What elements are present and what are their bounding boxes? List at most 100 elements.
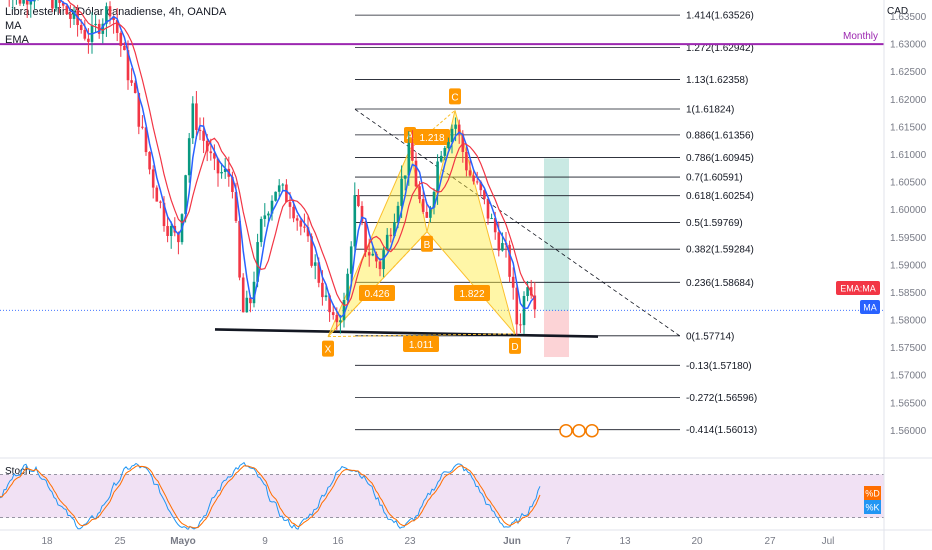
fib-level-label: 0.7(1.60591) — [686, 173, 743, 184]
candle-body — [130, 80, 133, 83]
candle-body — [112, 16, 115, 21]
candle-body — [123, 45, 126, 51]
candle-body — [101, 23, 105, 34]
candle-body — [522, 295, 526, 326]
candle-body — [450, 128, 454, 143]
fib-level-label: 1.414(1.63526) — [686, 11, 754, 22]
time-tick-label: 18 — [41, 536, 53, 547]
ma-indicator-label[interactable]: MA — [5, 20, 22, 32]
candle-body — [87, 38, 90, 42]
time-tick-label: 7 — [565, 536, 571, 547]
stoch-label: Stoch — [5, 466, 31, 477]
ema-indicator-label[interactable]: EMA — [5, 34, 29, 46]
candle-body — [299, 220, 303, 227]
price-tick-label: 1.59000 — [890, 260, 927, 271]
candle-body — [331, 312, 335, 316]
candle-body — [349, 246, 353, 274]
pattern-point-label: X — [325, 345, 332, 356]
price-tick-label: 1.61500 — [890, 122, 927, 133]
candle-body — [119, 32, 123, 46]
candle-body — [141, 126, 144, 128]
candle-body — [353, 195, 357, 247]
fib-level-label: 1.272(1.62942) — [686, 43, 754, 54]
candle-body — [414, 160, 418, 187]
currency-label: CAD — [887, 6, 908, 17]
candle-body — [375, 253, 378, 262]
candle-body — [508, 244, 511, 277]
candle-body — [310, 236, 313, 266]
candle-body — [439, 155, 443, 162]
candle-body — [475, 181, 479, 183]
candle-body — [155, 187, 159, 202]
price-axis-panel — [884, 0, 932, 550]
price-tick-label: 1.56500 — [890, 398, 927, 409]
price-tick-label: 1.59500 — [890, 233, 927, 244]
time-tick-label: 20 — [691, 536, 703, 547]
candle-body — [324, 295, 328, 298]
pattern-point-label-bg — [404, 126, 416, 143]
candle-body — [519, 324, 522, 326]
ma-line — [26, 0, 536, 319]
candle-body — [238, 220, 241, 278]
candle-body — [169, 225, 173, 236]
candle-body — [18, 0, 22, 4]
candle-body — [216, 158, 220, 174]
stoch-tag-bg — [864, 486, 881, 500]
time-tick-label: 13 — [619, 536, 631, 547]
fib-level-label: 0.618(1.60254) — [686, 191, 754, 202]
candle-body — [234, 191, 238, 221]
candle-body — [357, 195, 360, 206]
time-tick-label: Mayo — [170, 536, 196, 547]
pattern-point-label: D — [511, 342, 518, 353]
candle-body — [339, 320, 342, 323]
candle-body — [306, 227, 310, 237]
stoch-k-line — [0, 461, 541, 531]
candle-body — [274, 191, 277, 201]
candle-body — [33, 0, 36, 2]
price-tick-label: 1.62500 — [890, 67, 927, 78]
position-stop-zone — [544, 310, 569, 358]
candle-body — [483, 190, 486, 199]
candle-body — [465, 151, 468, 171]
candle-body — [432, 191, 436, 208]
candle-body — [303, 226, 306, 228]
candle-body — [22, 0, 25, 4]
economic-event-icon — [559, 423, 573, 438]
candle-body — [29, 1, 33, 5]
candle-body — [493, 218, 497, 233]
price-tick-label: 1.63500 — [890, 12, 927, 23]
price-tick-label: 1.61000 — [890, 150, 927, 161]
indicator-tag-bg — [860, 300, 880, 314]
candle-body — [454, 124, 457, 129]
candle-body — [198, 129, 202, 131]
fib-level-label: 0.886(1.61356) — [686, 130, 754, 141]
candle-body — [115, 20, 119, 33]
pattern-xb-leg — [327, 231, 428, 337]
stoch-tag: %D — [865, 489, 880, 499]
candle-body — [400, 178, 403, 206]
candle-body — [526, 287, 529, 296]
candle-body — [133, 82, 137, 93]
candle-body — [443, 148, 447, 156]
pattern-ratio-label: 1.822 — [459, 289, 484, 300]
support-trend-line — [214, 328, 599, 338]
candle-body — [209, 151, 213, 154]
candle-body — [61, 2, 65, 6]
candle-body — [515, 287, 519, 325]
candle-body — [317, 262, 321, 283]
pattern-point-label: B — [424, 240, 431, 251]
candle-body — [371, 253, 375, 256]
candle-body — [184, 175, 187, 215]
candle-body — [267, 213, 270, 216]
candle-body — [281, 184, 285, 186]
time-tick-label: 23 — [404, 536, 416, 547]
pattern-ratio-label: 1.218 — [419, 133, 444, 144]
candle-body — [292, 206, 295, 219]
candle-body — [148, 152, 151, 170]
pattern-ratio-label-bg — [359, 285, 395, 301]
fib-level-label: 0.786(1.60945) — [686, 153, 754, 164]
candle-body — [382, 250, 385, 270]
pattern-ratio-label-bg — [414, 129, 450, 145]
candle-body — [166, 226, 169, 236]
